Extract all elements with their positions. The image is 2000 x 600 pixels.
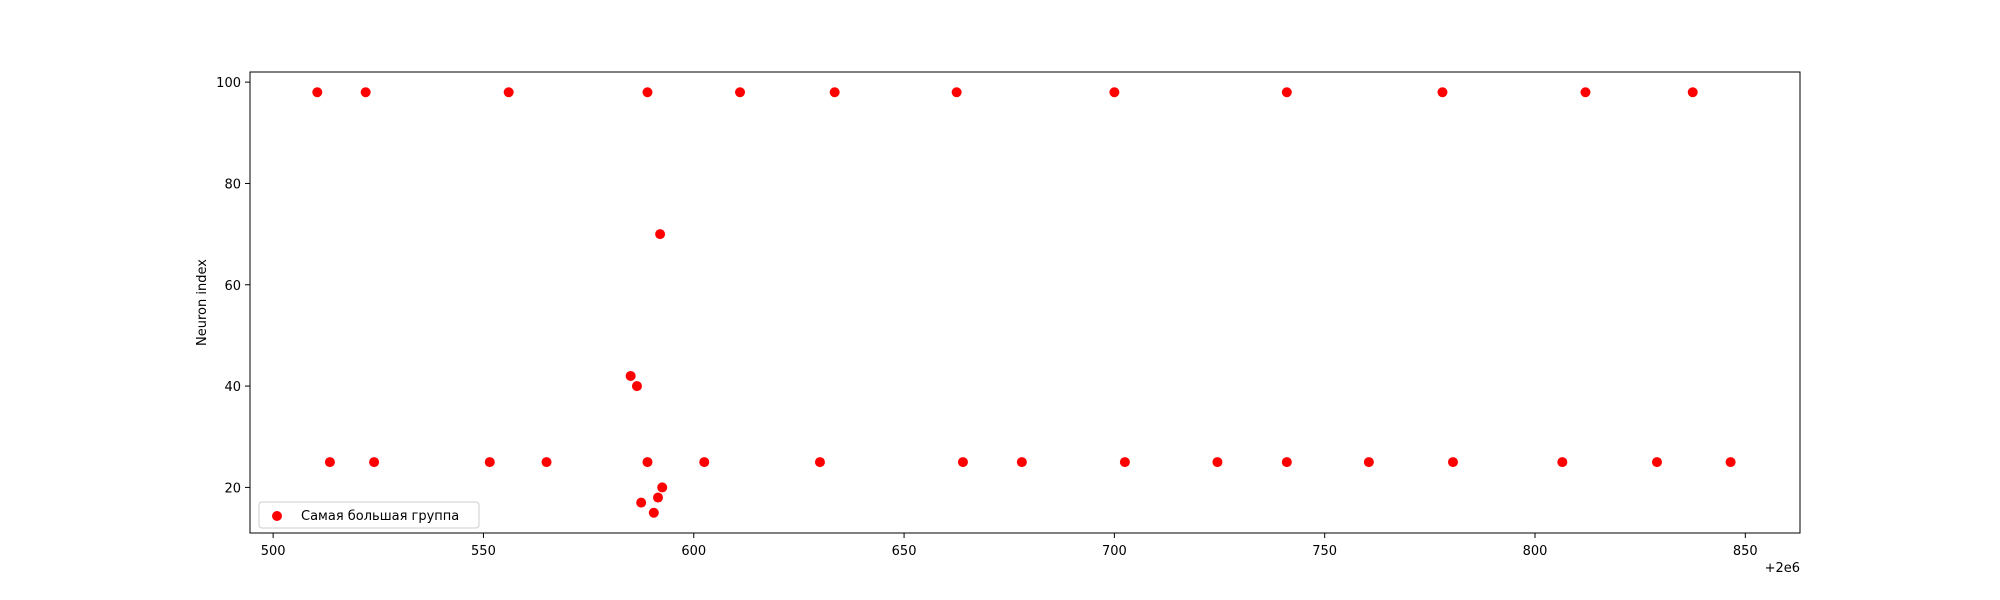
x-tick-label: 850 [1733, 544, 1758, 559]
x-axis-offset-label: +2e6 [1765, 561, 1800, 576]
data-point [636, 497, 647, 508]
data-point [829, 87, 840, 98]
y-axis-label: Neuron index [195, 259, 210, 346]
data-point [541, 457, 552, 468]
data-point [642, 457, 653, 468]
x-tick-label: 550 [471, 544, 496, 559]
y-tick-label: 40 [224, 380, 241, 395]
data-point [1725, 457, 1736, 468]
data-point [1016, 457, 1027, 468]
legend: Самая большая группа [258, 501, 480, 529]
data-points [312, 87, 1736, 518]
x-tick-label: 650 [892, 544, 917, 559]
data-point [1651, 457, 1662, 468]
data-point [951, 87, 962, 98]
data-point [360, 87, 371, 98]
data-point [653, 492, 664, 503]
data-point [648, 507, 659, 518]
data-point [1212, 457, 1223, 468]
data-point [1281, 87, 1292, 98]
data-point [735, 87, 746, 98]
x-tick-label: 750 [1312, 544, 1337, 559]
legend-marker [272, 511, 282, 521]
data-point [1437, 87, 1448, 98]
plot-area [249, 71, 1801, 534]
y-tick-label: 100 [216, 76, 241, 91]
legend-label: Самая большая группа [301, 509, 459, 524]
axes: 500 550 600 650 700 750 800 850 20 40 60 80 100 [216, 76, 1758, 559]
y-tick-label: 60 [224, 279, 241, 294]
data-point [1557, 457, 1568, 468]
data-point [1687, 87, 1698, 98]
data-point [642, 87, 653, 98]
y-tick-label: 20 [224, 481, 241, 496]
x-tick-label: 500 [261, 544, 286, 559]
data-point [1109, 87, 1120, 98]
data-point [369, 457, 380, 468]
x-tick-label: 800 [1523, 544, 1548, 559]
plot-frame [249, 71, 1801, 534]
data-point [484, 457, 495, 468]
data-point [312, 87, 323, 98]
x-tick-label: 600 [681, 544, 706, 559]
data-point [1363, 457, 1374, 468]
data-point [657, 482, 668, 493]
data-point [625, 370, 636, 381]
legend-box [258, 501, 480, 529]
data-point [1580, 87, 1591, 98]
data-point [655, 229, 666, 240]
x-tick-label: 700 [1102, 544, 1127, 559]
data-point [814, 457, 825, 468]
data-point [1281, 457, 1292, 468]
data-point [324, 457, 335, 468]
y-tick-label: 80 [224, 177, 241, 192]
data-point [957, 457, 968, 468]
data-point [1119, 457, 1130, 468]
data-point [631, 381, 642, 392]
data-point [1447, 457, 1458, 468]
data-point [503, 87, 514, 98]
data-point [699, 457, 710, 468]
